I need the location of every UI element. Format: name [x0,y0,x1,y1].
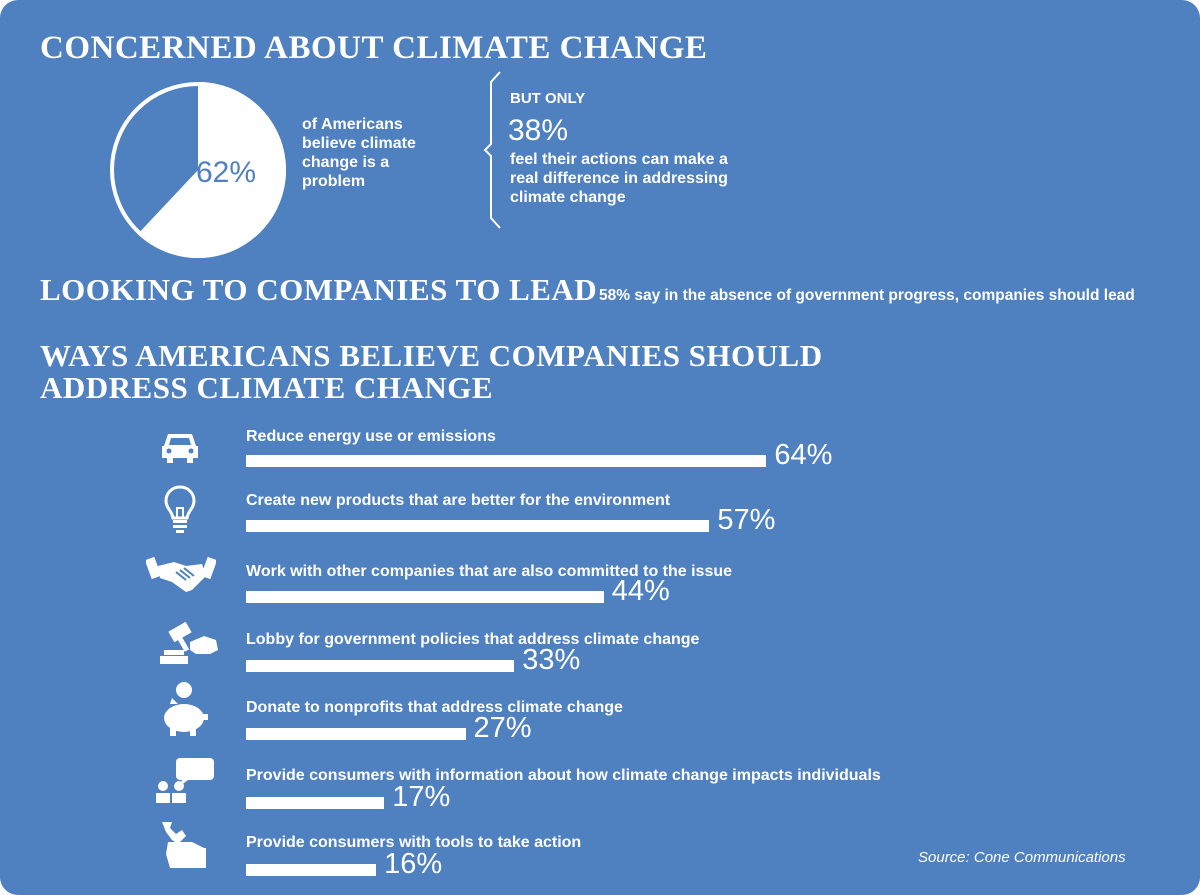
bar [246,728,466,740]
bar-label: Donate to nonprofits that address climat… [246,699,623,716]
bar-label: Create new products that are better for … [246,492,671,509]
chat-people-icon [156,758,214,803]
section2-title: LOOKING TO COMPANIES TO LEAD [40,272,598,307]
bar-label: Provide consumers with information about… [246,767,881,784]
gavel-icon [160,621,218,664]
bar-value-label: 17% [392,781,451,813]
but-only-caption: feel their actions can make a real diffe… [510,151,728,206]
section3-title-line2: ADDRESS CLIMATE CHANGE [40,370,494,405]
bar-value-label: 44% [611,575,670,607]
but-only-label: BUT ONLY [510,90,586,107]
bar-label: Work with other companies that are also … [246,563,733,580]
bar-label: Reduce energy use or emissions [246,428,496,445]
bar-label: Provide consumers with tools to take act… [246,834,582,851]
bar [246,864,377,876]
bar [246,591,604,603]
lightbulb-icon [164,485,196,533]
bar [246,660,515,672]
brace-divider [483,71,501,229]
pie-percent-label: 62% [196,156,257,189]
handshake-icon [146,556,216,592]
bar-value-label: 27% [473,712,532,744]
section3-title: WAYS AMERICANS BELIEVE COMPANIES SHOULD … [40,340,823,404]
pie-chart [110,82,286,258]
section1-title: CONCERNED ABOUT CLIMATE CHANGE [40,30,708,66]
bar [246,797,385,809]
lead-note: 58% say in the absence of government pro… [599,287,1135,304]
piggy-bank-icon [164,682,208,736]
bar-value-label: 64% [774,439,833,471]
bar-value-label: 57% [717,504,776,536]
pie-slice-62 [137,82,286,258]
hand-wrench-icon [162,822,206,868]
section3-title-line1: WAYS AMERICANS BELIEVE COMPANIES SHOULD [40,338,823,373]
big-percent-38: 38% [508,114,569,147]
bar [246,455,767,467]
source-note: Source: Cone Communications [918,849,1126,866]
bar-label: Lobby for government policies that addre… [246,631,700,648]
pie-caption: of Americans believe climate change is a… [302,116,416,190]
bar-value-label: 16% [384,848,443,880]
bar-value-label: 33% [522,644,581,676]
bar [246,520,710,532]
car-icon [162,434,198,463]
